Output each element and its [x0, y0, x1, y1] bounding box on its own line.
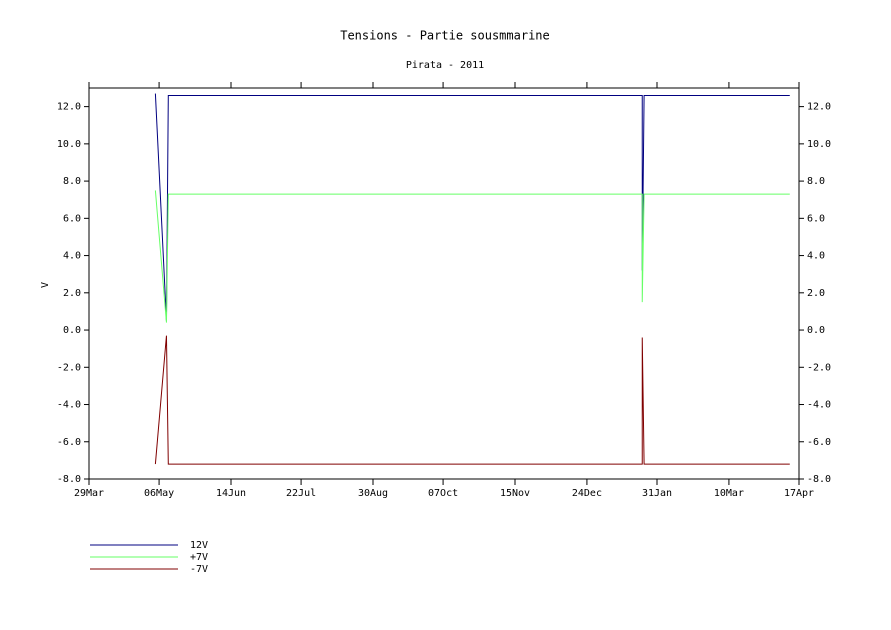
- x-tick-label: 14Jun: [216, 488, 246, 499]
- x-tick-label: 24Dec: [572, 488, 602, 499]
- x-tick-label: 07Oct: [428, 488, 458, 499]
- y-axis-label: V: [40, 282, 51, 288]
- x-tick-label: 17Apr: [784, 488, 814, 499]
- x-tick-label: 15Nov: [500, 488, 530, 499]
- x-tick-label: 30Aug: [358, 488, 388, 499]
- y2-tick-label: 8.0: [807, 176, 825, 187]
- series-line: [154, 335, 790, 465]
- y2-tick-label: 4.0: [807, 251, 825, 262]
- y2-tick-label: 10.0: [807, 139, 831, 150]
- chart-subtitle: Pirata - 2011: [406, 60, 484, 71]
- legend-label: -7V: [190, 564, 208, 575]
- y2-tick-label: -8.0: [807, 474, 831, 485]
- y-tick-label: 10.0: [57, 139, 81, 150]
- y2-tick-label: -4.0: [807, 400, 831, 411]
- y2-tick-label: -6.0: [807, 437, 831, 448]
- y-tick-label: -4.0: [57, 400, 81, 411]
- y-tick-label: 0.0: [63, 325, 81, 336]
- x-tick-label: 22Jul: [286, 488, 316, 499]
- x-tick-label: 10Mar: [714, 488, 744, 499]
- x-tick-label: 06May: [144, 488, 174, 499]
- series-line: [154, 93, 790, 321]
- chart-title: Tensions - Partie sousmmarine: [340, 29, 550, 43]
- legend-label: 12V: [190, 540, 208, 551]
- y2-tick-label: 12.0: [807, 102, 831, 113]
- y-tick-label: -2.0: [57, 362, 81, 373]
- legend-label: +7V: [190, 552, 208, 563]
- y-tick-label: 6.0: [63, 213, 81, 224]
- y2-tick-label: -2.0: [807, 362, 831, 373]
- plot-frame: [88, 87, 800, 480]
- series-line: [154, 190, 790, 323]
- x-tick-label: 29Mar: [74, 488, 104, 499]
- y-tick-label: 2.0: [63, 288, 81, 299]
- y-tick-label: 12.0: [57, 102, 81, 113]
- y2-tick-label: 6.0: [807, 213, 825, 224]
- y2-tick-label: 0.0: [807, 325, 825, 336]
- y-tick-label: -8.0: [57, 474, 81, 485]
- y-tick-label: 4.0: [63, 251, 81, 262]
- y-tick-label: 8.0: [63, 176, 81, 187]
- x-tick-label: 31Jan: [642, 488, 672, 499]
- y-tick-label: -6.0: [57, 437, 81, 448]
- y2-tick-label: 2.0: [807, 288, 825, 299]
